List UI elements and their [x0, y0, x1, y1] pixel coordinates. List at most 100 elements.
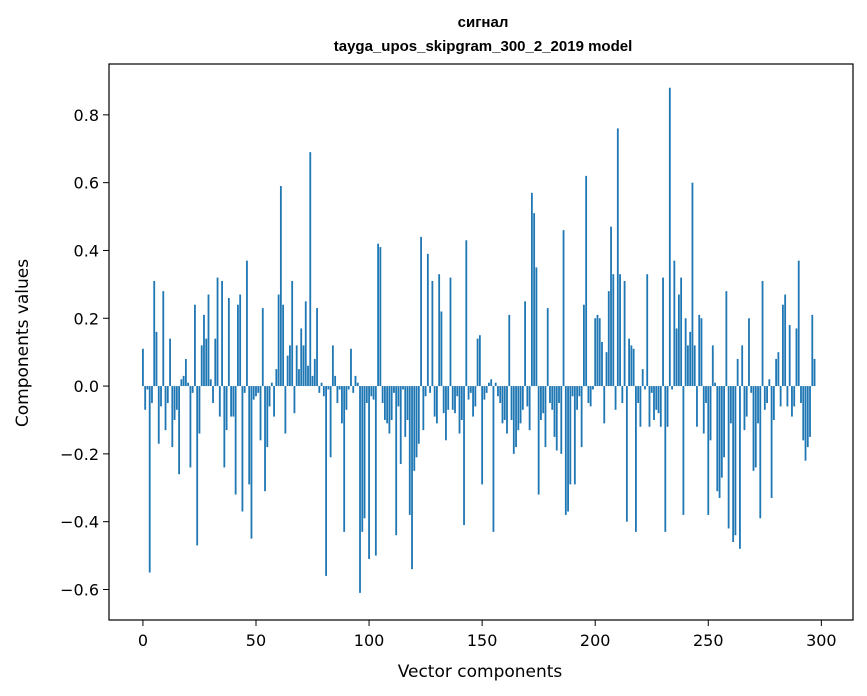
bar: [512, 386, 515, 454]
bar: [248, 386, 251, 485]
bar: [341, 386, 343, 424]
bar: [795, 328, 798, 387]
y-axis: −0.6 −0.4 −0.2 0.0 0.2 0.4 0.6 0.8: [60, 106, 109, 599]
bar: [558, 386, 560, 404]
bar: [264, 386, 266, 492]
bar: [413, 386, 416, 471]
bar: [198, 386, 201, 434]
bar: [718, 386, 721, 498]
bar: [334, 375, 337, 387]
bar: [279, 186, 282, 387]
bar: [442, 386, 445, 414]
bar: [399, 386, 402, 465]
y-tick-label: −0.6: [60, 580, 99, 599]
bar: [488, 382, 490, 387]
bar: [614, 386, 617, 410]
bar: [277, 294, 280, 387]
bar: [766, 386, 768, 404]
bar: [261, 308, 264, 387]
bar: [551, 386, 554, 410]
bar: [395, 386, 398, 536]
bar: [166, 386, 169, 404]
bar: [227, 297, 230, 387]
bar: [757, 386, 759, 424]
bar: [463, 386, 465, 526]
bar: [483, 386, 486, 400]
bar: [406, 386, 409, 420]
bar: [469, 386, 472, 393]
bar: [553, 386, 556, 437]
bar: [517, 386, 520, 431]
bar: [612, 274, 615, 387]
bar: [270, 382, 273, 387]
bar: [431, 280, 434, 387]
bar: [587, 386, 590, 404]
bar: [784, 294, 787, 387]
bar: [336, 386, 339, 404]
bar: [567, 386, 569, 512]
bars-group: [142, 87, 816, 593]
x-tick-label: 50: [246, 631, 266, 650]
y-axis-label: Components values: [13, 259, 33, 427]
bar: [700, 318, 703, 387]
bar: [576, 386, 579, 410]
bar: [433, 386, 436, 417]
bar: [307, 365, 309, 387]
bar: [146, 386, 149, 390]
bar: [298, 369, 300, 387]
bar: [171, 386, 174, 448]
bar: [379, 247, 382, 387]
bar: [390, 386, 393, 420]
bar: [320, 382, 323, 387]
bar: [786, 386, 789, 407]
bar: [564, 386, 567, 515]
bar: [497, 386, 499, 397]
bar: [485, 386, 488, 393]
bar: [365, 386, 368, 404]
x-tick-label: 0: [138, 631, 148, 650]
bar: [175, 386, 178, 410]
bar: [144, 386, 147, 410]
bar: [725, 291, 728, 387]
chart-title: сигнал: [458, 14, 509, 31]
bar: [266, 386, 269, 448]
y-tick-label: 0.0: [74, 377, 99, 396]
bar: [257, 386, 260, 393]
bar: [275, 369, 278, 387]
bar: [451, 386, 454, 410]
bar: [445, 386, 447, 441]
bar: [255, 386, 257, 397]
bar: [356, 382, 359, 387]
bar: [162, 291, 165, 387]
plot-frame: [108, 63, 854, 621]
bar: [474, 386, 477, 407]
bar: [203, 314, 205, 387]
bar: [478, 335, 481, 387]
bar: [182, 375, 185, 387]
bar: [537, 386, 540, 495]
chart-subtitle: tayga_upos_skipgram_300_2_2019 model: [334, 38, 633, 55]
bar: [515, 386, 517, 448]
bar: [300, 328, 303, 387]
bar: [449, 277, 452, 387]
bar: [481, 386, 484, 485]
bar: [225, 386, 228, 431]
bar: [589, 386, 592, 407]
bar: [221, 280, 223, 387]
bar: [628, 338, 631, 387]
bar: [284, 386, 287, 434]
bar: [781, 304, 784, 387]
bar: [386, 386, 389, 424]
bar: [705, 386, 707, 404]
y-tick-label: 0.4: [74, 241, 99, 260]
bar: [476, 338, 479, 387]
bar: [580, 386, 583, 448]
bar: [415, 386, 418, 458]
bar: [521, 386, 524, 410]
bar: [250, 386, 253, 539]
bar: [693, 345, 696, 387]
bar: [429, 386, 432, 393]
bar: [736, 358, 739, 387]
bar: [343, 386, 346, 532]
bar: [655, 386, 658, 410]
